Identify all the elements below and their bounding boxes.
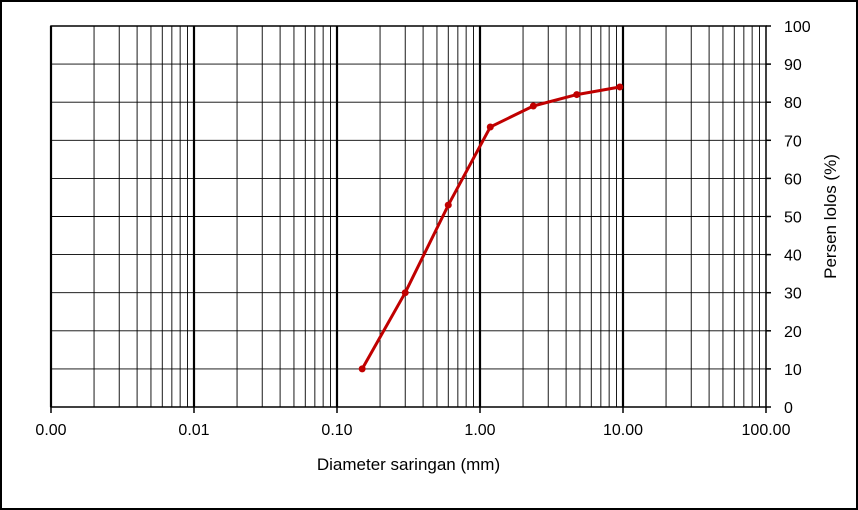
data-point	[616, 83, 624, 91]
y-axis-label: Persen lolos (%)	[821, 154, 840, 279]
x-tick-label: 10.00	[603, 422, 643, 439]
y-tick-label: 50	[784, 210, 802, 227]
x-tick-label: 1.00	[464, 422, 495, 439]
y-tick-label: 90	[784, 57, 802, 74]
x-tick-labels: 0.00 0.01 0.10 1.00 10.00 100.00	[35, 407, 791, 439]
x-tick-label: 0.10	[321, 422, 352, 439]
x-axis-label: Diameter saringan (mm)	[317, 455, 500, 474]
y-tick-label: 60	[784, 171, 802, 188]
x-tick-label: 0.00	[35, 422, 66, 439]
x-tick-label: 0.01	[178, 422, 209, 439]
chart-grid	[49, 25, 766, 408]
y-tick-label: 80	[784, 95, 802, 112]
y-tick-label: 30	[784, 286, 802, 303]
y-tick-label: 0	[784, 400, 793, 417]
data-point	[444, 201, 452, 209]
x-tick-label: 100.00	[742, 422, 791, 439]
data-point	[529, 102, 537, 110]
data-point	[573, 91, 581, 99]
series-layer	[358, 83, 624, 373]
y-tick-label: 40	[784, 248, 802, 265]
data-point	[486, 123, 494, 131]
data-point	[401, 289, 409, 297]
y-tick-label: 100	[784, 19, 811, 36]
y-tick-label: 20	[784, 324, 802, 341]
y-tick-label: 10	[784, 362, 802, 379]
data-point	[358, 365, 366, 373]
y-tick-labels: 0 10 20 30 40 50 60 70 80 90 100	[766, 19, 811, 417]
y-tick-label: 70	[784, 133, 802, 150]
